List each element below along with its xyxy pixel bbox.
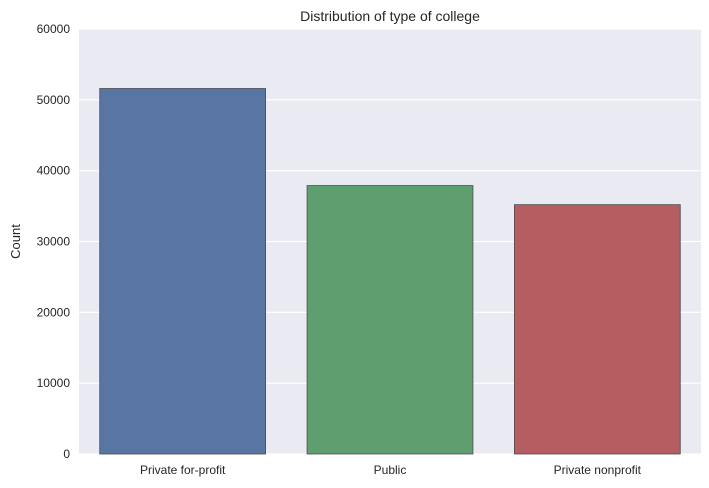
x-tick-label: Private nonprofit [554, 463, 642, 477]
bar [306, 185, 474, 455]
y-tick-label: 60000 [37, 22, 71, 36]
y-tick-label: 40000 [37, 164, 71, 178]
x-tick-labels: Private for-profit Public Private nonprofi… [140, 463, 642, 477]
y-tick-label: 20000 [37, 305, 71, 319]
y-tick-labels: 0 10000 20000 30000 40000 50000 60000 [37, 22, 71, 461]
y-tick-label: 50000 [37, 93, 71, 107]
y-tick-label: 10000 [37, 376, 71, 390]
bar [514, 204, 681, 455]
bars [99, 88, 681, 455]
chart-title: Distribution of type of college [300, 8, 480, 24]
bar [99, 88, 266, 455]
y-axis-label: Count [8, 224, 23, 259]
y-tick-label: 30000 [37, 235, 71, 249]
x-tick-label: Private for-profit [140, 463, 226, 477]
x-tick-label: Public [374, 463, 407, 477]
y-tick-label: 0 [63, 447, 70, 461]
